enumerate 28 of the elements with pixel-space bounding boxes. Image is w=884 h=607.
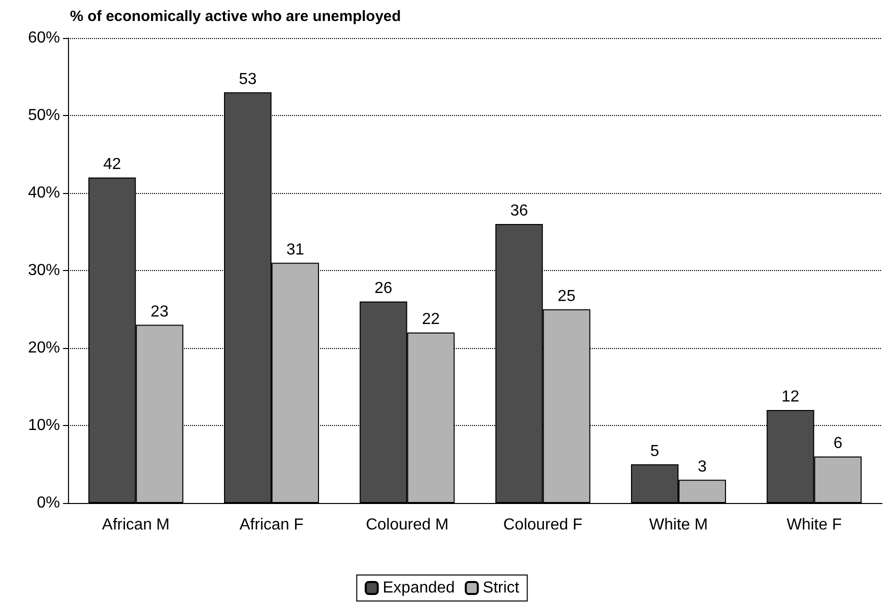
data-label: 23 [150, 303, 169, 320]
data-label: 53 [238, 70, 257, 88]
data-label: 36 [510, 202, 528, 220]
y-tick-label: 10% [28, 417, 60, 434]
y-tick-label: 60% [28, 30, 60, 46]
y-tick-label: 0% [36, 494, 60, 512]
legend-label: Expanded [382, 580, 455, 596]
chart-title: % of economically active who are unemployed [70, 8, 401, 25]
data-label: 12 [782, 388, 800, 406]
data-label: 5 [650, 442, 660, 460]
x-tick-label: White F [786, 516, 842, 534]
legend-label: Strict [482, 580, 520, 596]
x-tick-label: African F [239, 516, 304, 534]
y-tick-label: 20% [28, 340, 60, 356]
data-label: 42 [103, 156, 122, 173]
data-label: 6 [833, 435, 842, 452]
y-tick-label: 40% [28, 184, 60, 202]
x-tick-label: Coloured F [503, 516, 583, 534]
data-label: 3 [698, 458, 707, 476]
x-tick-label: African M [102, 516, 170, 534]
data-label: 26 [374, 280, 392, 297]
x-tick-label: White M [649, 516, 708, 534]
data-label: 22 [422, 311, 440, 328]
data-label: 31 [286, 241, 304, 258]
data-label: 25 [558, 288, 576, 305]
y-tick-label: 30% [28, 262, 60, 279]
y-tick-label: 50% [28, 107, 60, 124]
x-tick-label: Coloured M [366, 516, 449, 534]
